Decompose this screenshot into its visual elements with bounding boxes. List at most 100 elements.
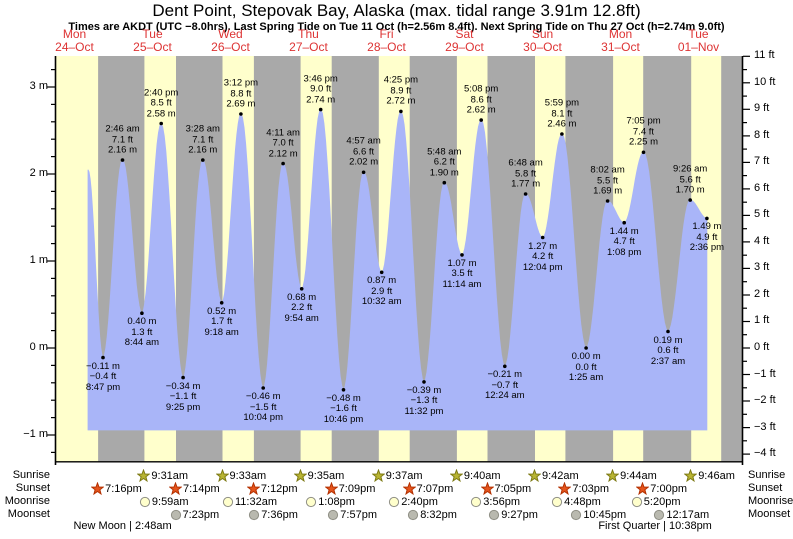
sunrise-entry: 9:40am [449,468,501,482]
low-tide-dot [341,388,346,392]
high-tide-dot [361,170,366,175]
sunset-icon [246,481,260,495]
sunrise-time: 9:35am [307,469,345,482]
moonset-time: 9:27pm [501,508,538,521]
sunset-time: 7:05pm [494,482,532,495]
sunset-entry: 7:05pm [480,481,532,495]
low-tide-label: 0.68 m 2.2 ft 9:54 am [284,291,319,324]
y-axis-label-ft: 7 ft [754,155,770,167]
moonset-icon [489,509,500,521]
moonrise-time: 5:20pm [643,495,681,508]
low-tide-dot [422,380,426,384]
sunset-icon [91,481,105,495]
day-label: Mon 24–Oct [55,27,94,54]
high-tide-label: 3:46 pm 9.0 ft 2.74 m [303,73,338,106]
moonset-time: 7:57pm [340,508,377,521]
day-label: Mon 31–Oct [601,27,640,54]
moonset-icon [571,509,582,521]
y-axis-label-ft: 2 ft [754,288,770,300]
day-label: Tue 25–Oct [133,27,172,54]
sunrise-row-label-left: Sunrise [12,469,50,481]
sunrise-icon [137,468,151,482]
low-tide-label: −0.46 m −1.5 ft 10:04 pm [243,391,283,423]
high-tide-dot [399,109,403,114]
moonrise-entry: 11:32am [222,495,277,508]
moonrise-entry: 4:48pm [551,495,601,508]
sunset-time: 7:07pm [416,482,454,495]
day-label: Fri 28–Oct [367,27,406,54]
high-tide-label: 4:57 am 6.6 ft 2.02 m [346,135,381,168]
sunset-time: 7:14pm [183,482,220,495]
y-axis-label-m: 3 m [29,80,48,92]
moonset-entry: 12:17am [653,508,709,521]
low-tide-label: 1.49 m 4.9 ft 2:36 pm [689,221,725,254]
page-subtitle: Times are AKDT (UTC −8.0hrs). Last Sprin… [68,21,725,33]
high-tide-dot [159,121,163,126]
sunrise-time: 9:37am [385,469,423,482]
sunset-time: 7:12pm [260,482,298,495]
sunrise-icon [449,468,463,482]
sunrise-time: 9:40am [463,469,501,482]
moonset-time: 12:17am [666,508,710,521]
moonrise-icon [389,496,400,508]
sunset-time: 7:09pm [338,482,376,495]
day-label: Sat 29–Oct [445,27,484,54]
y-axis-label-m: −1 m [23,428,48,440]
moon-phase-label: First Quarter | 10:38pm [598,520,712,532]
sunrise-icon [684,468,698,482]
sunset-time: 7:03pm [572,482,610,495]
high-tide-dot [523,192,528,196]
moonset-icon [170,509,181,521]
sunset-row-label-right: Sunset [748,482,783,494]
y-axis-label-ft: 10 ft [754,76,776,88]
moonrise-icon [471,496,482,508]
y-axis-label-ft: 9 ft [754,102,770,114]
moonrise-icon [631,496,642,508]
sunrise-row-label-right: Sunrise [748,469,786,481]
sunrise-entry: 9:37am [371,468,423,482]
y-axis-label-m: 0 m [29,341,48,353]
sunrise-entry: 9:31am [137,468,188,482]
sunset-icon [402,481,416,495]
sunrise-icon [215,468,229,482]
sunset-row-label-left: Sunset [15,482,50,494]
low-tide-dot [181,375,185,380]
low-tide-dot [503,364,507,369]
moonset-entry: 7:57pm [327,508,377,521]
y-axis-label-ft: −4 ft [754,447,776,459]
moonrise-time: 9:59am [151,495,189,508]
high-tide-dot [688,198,692,202]
sunrise-entry: 9:33am [215,468,267,482]
sunrise-time: 9:33am [229,469,267,482]
moonset-time: 8:32pm [420,508,457,521]
high-tide-label: 5:08 pm 8.6 ft 2.62 m [464,83,499,116]
high-tide-dot [442,180,447,185]
y-axis-label-ft: 0 ft [754,341,770,353]
moon-phase-label: New Moon | 2:48am [73,520,172,532]
high-tide-label: 9:26 am 5.6 ft 1.70 m [673,163,708,196]
sunrise-icon [528,468,541,482]
high-tide-label: 5:59 pm 8.1 ft 2.46 m [544,97,580,130]
y-axis-label-m: 2 m [29,167,48,179]
high-tide-dot [479,118,484,122]
moonrise-icon [306,496,317,508]
low-tide-label: 1.07 m 3.5 ft 11:14 am [442,257,482,290]
high-tide-label: 3:12 pm 8.8 ft 2.69 m [223,77,259,110]
sunrise-time: 9:42am [542,469,579,482]
moonset-entry: 10:45pm [570,508,626,521]
sunset-icon [558,481,572,495]
sunset-icon [480,481,494,495]
sunset-icon [636,481,650,495]
moonrise-row-label-left: Moonrise [4,495,50,507]
low-tide-dot [540,235,545,240]
y-axis-label-ft: 4 ft [754,235,770,247]
sunset-entry: 7:12pm [246,481,298,495]
moonset-icon [408,509,419,521]
sunset-time: 7:16pm [105,482,142,495]
low-tide-label: −0.39 m −1.3 ft 11:32 pm [404,384,444,417]
low-tide-dot [140,311,144,316]
y-axis-label-ft: −2 ft [754,394,776,406]
sunrise-entry: 9:44am [606,468,657,482]
